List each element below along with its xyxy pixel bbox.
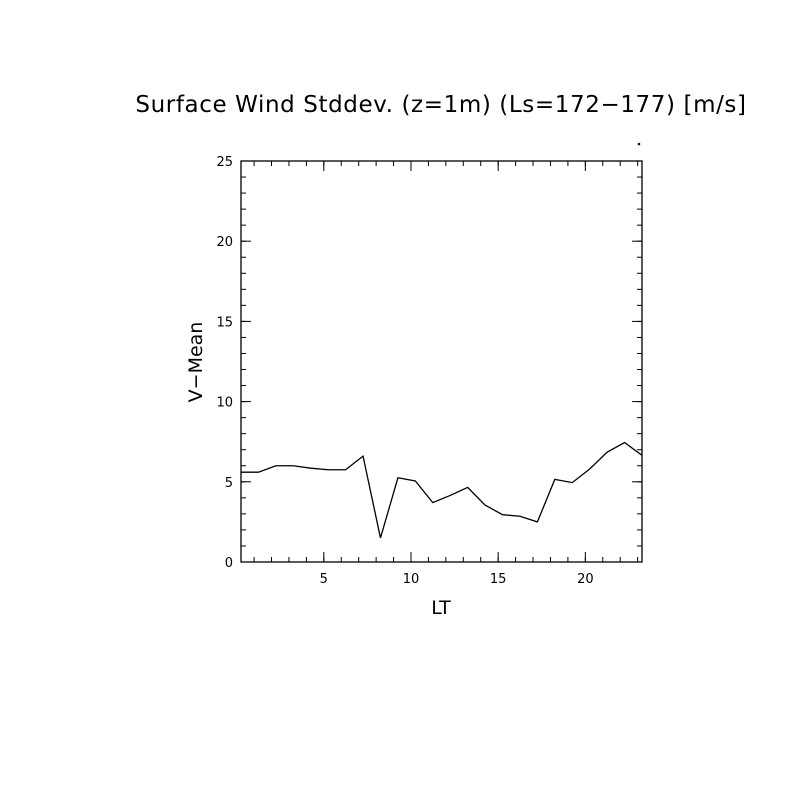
x-axis-label: LT: [431, 597, 451, 619]
x-tick-label: 5: [320, 572, 328, 587]
y-axis-label: V−Mean: [185, 322, 207, 403]
series-layer: [241, 441, 643, 539]
axes: 0 5 10 15 20 25 5 10 15 20: [216, 155, 643, 587]
y-tick-label: 15: [216, 315, 233, 330]
plot-frame: [240, 160, 643, 563]
y-tick-label: 20: [216, 235, 233, 250]
y-tick-label: 25: [216, 155, 233, 170]
x-tick-label: 20: [577, 572, 594, 587]
series-line: [241, 441, 643, 539]
y-tick-label: 5: [225, 476, 233, 491]
corner-dot: [637, 142, 641, 146]
x-tick-label: 15: [490, 572, 507, 587]
chart-title: Surface Wind Stddev. (z=1m) (Ls=172−177)…: [135, 92, 746, 118]
y-tick-label: 10: [216, 396, 233, 411]
y-tick-label: 0: [225, 556, 233, 571]
x-tick-label: 10: [403, 572, 420, 587]
